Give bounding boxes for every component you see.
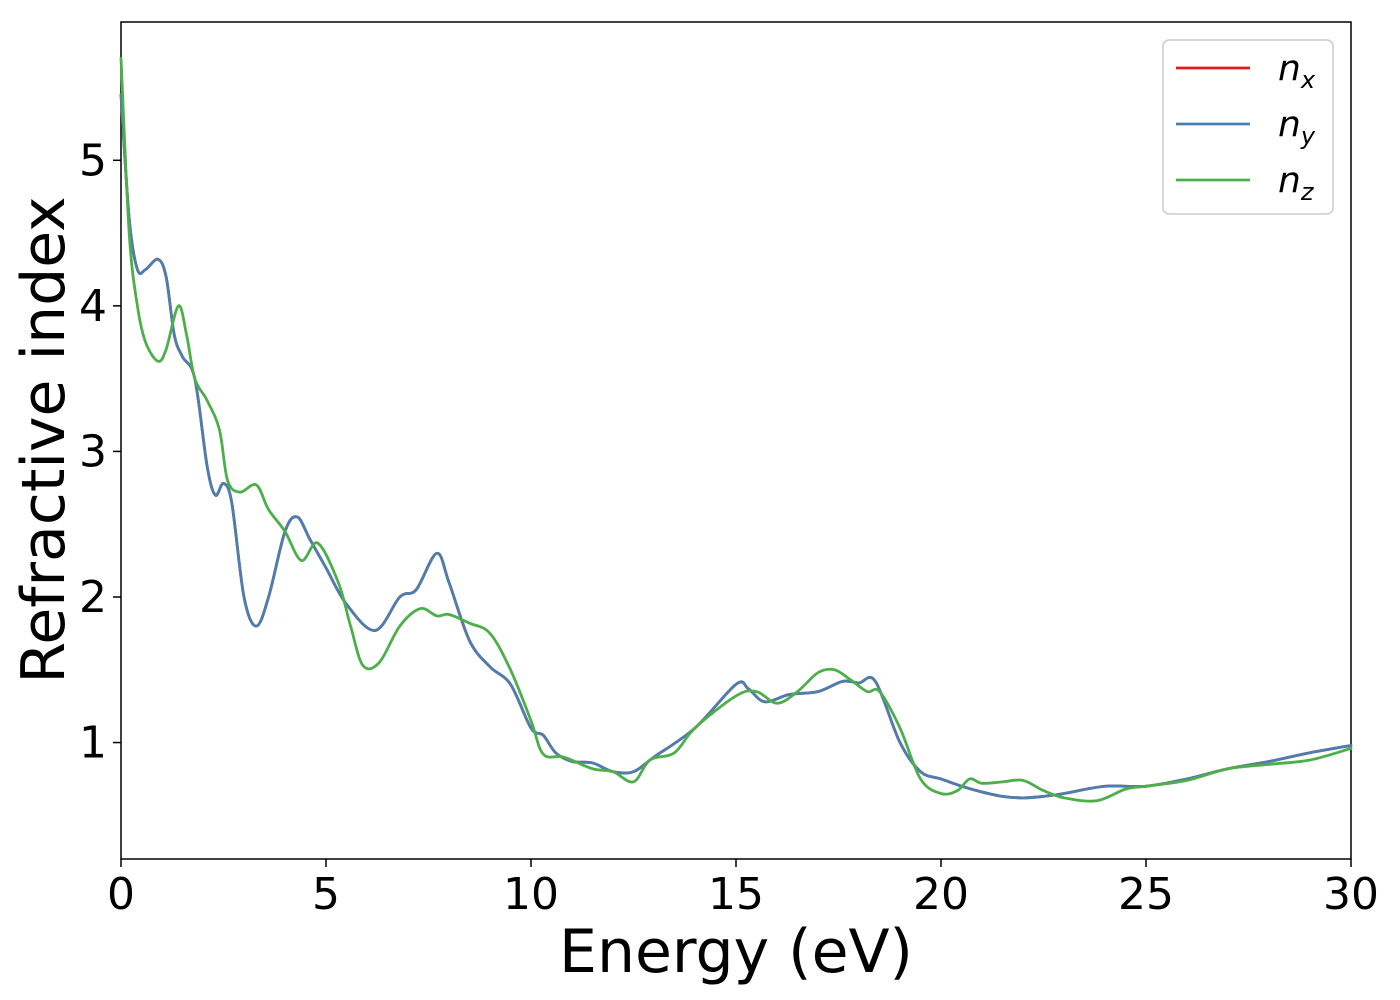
x-tick-label: 10 xyxy=(503,869,559,920)
y-tick-label: 5 xyxy=(79,135,107,186)
x-tick-label: 25 xyxy=(1118,869,1174,920)
series-line-ny xyxy=(119,93,1353,800)
y-axis-ticks: 1 2 3 4 5 xyxy=(79,135,121,769)
x-tick-label: 0 xyxy=(107,869,135,920)
y-tick-label: 1 xyxy=(79,718,107,769)
x-tick-label: 30 xyxy=(1323,869,1379,920)
y-tick-label: 3 xyxy=(79,426,107,477)
y-tick-label: 4 xyxy=(79,281,107,332)
x-axis-ticks: 0 5 10 15 20 25 30 xyxy=(107,859,1379,920)
x-tick-label: 20 xyxy=(913,869,969,920)
plot-area-frame xyxy=(120,21,1352,860)
x-tick-label: 15 xyxy=(708,869,764,920)
legend-box xyxy=(1162,39,1334,215)
y-axis-label: Refractive index xyxy=(9,196,79,683)
y-tick-label: 2 xyxy=(79,572,107,623)
x-tick-label: 5 xyxy=(312,869,340,920)
x-axis-label: Energy (eV) xyxy=(559,917,913,987)
series-layer xyxy=(119,56,1353,803)
series-line-nz xyxy=(119,56,1353,803)
